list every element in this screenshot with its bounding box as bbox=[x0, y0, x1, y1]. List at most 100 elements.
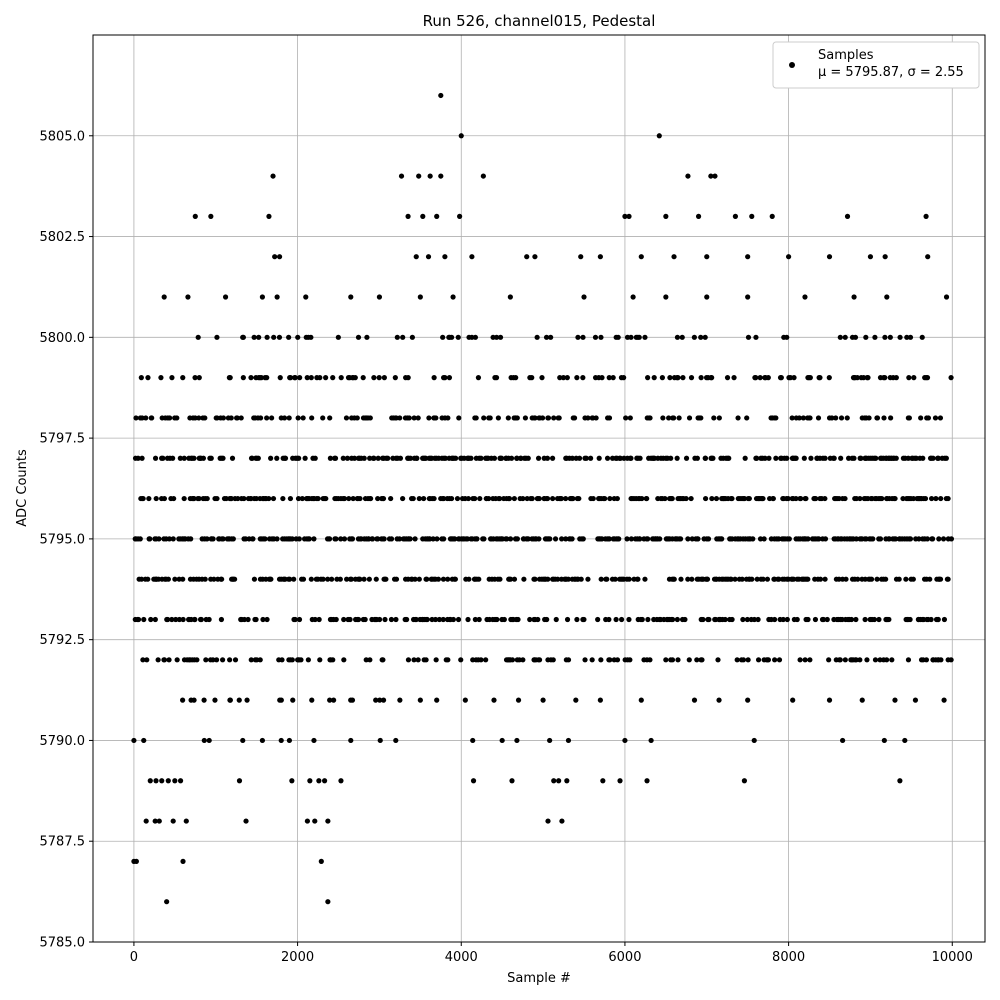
data-point bbox=[630, 294, 636, 300]
data-point bbox=[438, 92, 444, 99]
legend-stats: μ = 5795.87, σ = 2.55 bbox=[818, 65, 964, 80]
data-point bbox=[845, 455, 852, 461]
data-point bbox=[466, 576, 472, 582]
data-point bbox=[295, 415, 301, 421]
data-point bbox=[574, 375, 580, 381]
data-point bbox=[910, 495, 917, 502]
data-point bbox=[457, 213, 463, 219]
data-point bbox=[656, 133, 662, 139]
data-point bbox=[628, 536, 634, 542]
data-point bbox=[683, 495, 689, 502]
data-point bbox=[302, 455, 308, 461]
data-point bbox=[487, 415, 493, 421]
data-point bbox=[323, 375, 329, 381]
data-point bbox=[415, 657, 421, 663]
data-point bbox=[698, 375, 704, 381]
data-point bbox=[877, 536, 884, 542]
data-point bbox=[686, 415, 693, 421]
data-point bbox=[580, 536, 586, 542]
data-point bbox=[164, 899, 170, 905]
data-point bbox=[889, 657, 895, 663]
data-point bbox=[448, 495, 455, 502]
data-point bbox=[406, 415, 412, 421]
data-point bbox=[210, 657, 216, 663]
data-point bbox=[937, 576, 944, 582]
data-point bbox=[325, 576, 331, 582]
data-point bbox=[491, 455, 498, 461]
data-point bbox=[702, 334, 708, 340]
data-point bbox=[862, 616, 868, 623]
data-point bbox=[148, 616, 154, 623]
data-point bbox=[262, 536, 268, 542]
data-point bbox=[433, 415, 439, 421]
data-point bbox=[645, 616, 651, 623]
data-point bbox=[166, 657, 172, 663]
data-point bbox=[729, 616, 735, 623]
data-point bbox=[214, 334, 220, 340]
data-point bbox=[191, 697, 197, 703]
data-point bbox=[450, 616, 456, 623]
data-point bbox=[789, 415, 795, 421]
data-point bbox=[544, 455, 551, 461]
data-point bbox=[236, 778, 243, 784]
data-point bbox=[514, 415, 520, 421]
data-point bbox=[255, 455, 261, 461]
data-point bbox=[480, 173, 486, 179]
data-point bbox=[350, 495, 356, 502]
data-point bbox=[155, 657, 161, 663]
data-point bbox=[569, 536, 575, 542]
data-point bbox=[220, 536, 226, 542]
data-point bbox=[772, 657, 778, 663]
data-point bbox=[598, 576, 604, 582]
data-point bbox=[171, 495, 177, 502]
data-point bbox=[598, 334, 604, 340]
data-point bbox=[259, 737, 265, 744]
data-point bbox=[433, 657, 439, 663]
data-point bbox=[704, 254, 710, 260]
data-point bbox=[204, 495, 210, 502]
data-point bbox=[888, 415, 894, 421]
data-point bbox=[575, 334, 581, 340]
data-point bbox=[597, 254, 603, 260]
data-point bbox=[927, 576, 933, 582]
data-point bbox=[535, 616, 541, 623]
data-point bbox=[635, 576, 641, 582]
data-point bbox=[152, 616, 158, 623]
data-point bbox=[397, 455, 404, 461]
data-point bbox=[201, 737, 207, 744]
data-point bbox=[773, 455, 779, 461]
data-point bbox=[514, 536, 521, 542]
data-point bbox=[826, 657, 832, 663]
data-point bbox=[174, 415, 180, 421]
data-point bbox=[675, 375, 681, 381]
data-point bbox=[308, 576, 314, 582]
data-point bbox=[405, 375, 411, 381]
data-point bbox=[557, 375, 563, 381]
data-point bbox=[317, 375, 323, 381]
data-point bbox=[481, 536, 487, 542]
data-point bbox=[663, 294, 669, 300]
data-point bbox=[556, 778, 562, 784]
data-point bbox=[590, 495, 596, 502]
data-point bbox=[153, 778, 159, 784]
data-point bbox=[870, 536, 876, 542]
data-point bbox=[258, 415, 264, 421]
data-point bbox=[268, 455, 274, 461]
data-point bbox=[745, 294, 751, 300]
data-point bbox=[320, 415, 326, 421]
data-point bbox=[581, 616, 587, 623]
data-point bbox=[729, 495, 735, 502]
data-point bbox=[576, 455, 583, 461]
y-tick-label: 5787.5 bbox=[40, 835, 86, 850]
data-point bbox=[778, 375, 784, 381]
data-point bbox=[192, 616, 198, 623]
y-tick-label: 5790.0 bbox=[40, 734, 86, 749]
data-point bbox=[784, 455, 790, 461]
data-point bbox=[589, 657, 595, 663]
data-point bbox=[826, 697, 833, 703]
data-point bbox=[842, 657, 848, 663]
data-point bbox=[667, 375, 673, 381]
data-point bbox=[534, 334, 540, 340]
data-point bbox=[550, 495, 556, 502]
data-point bbox=[912, 697, 919, 703]
